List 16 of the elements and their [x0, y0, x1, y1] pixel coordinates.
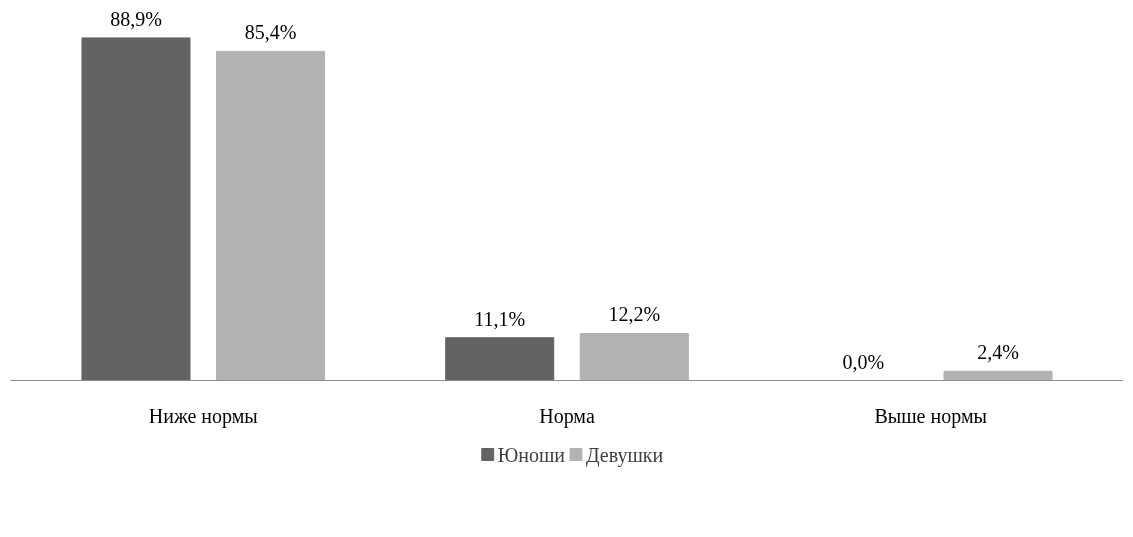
data-label: 88,9%	[110, 7, 162, 30]
legend-label: Девушки	[585, 443, 664, 467]
bar	[943, 370, 1053, 381]
data-label: 11,1%	[474, 307, 526, 330]
data-label: 85,4%	[244, 21, 297, 44]
bar	[445, 337, 555, 381]
x-tick-label: Норма	[539, 404, 595, 428]
legend-label: Юноши	[497, 443, 566, 466]
bar	[216, 50, 326, 381]
x-tick-label: Ниже нормы	[148, 404, 258, 428]
data-label: 0,0%	[842, 350, 885, 373]
bar	[579, 332, 689, 381]
bar	[81, 37, 191, 381]
data-label: 2,4%	[977, 341, 1019, 364]
x-tick-label: Выше нормы	[874, 404, 988, 428]
data-label: 12,2%	[608, 303, 661, 326]
